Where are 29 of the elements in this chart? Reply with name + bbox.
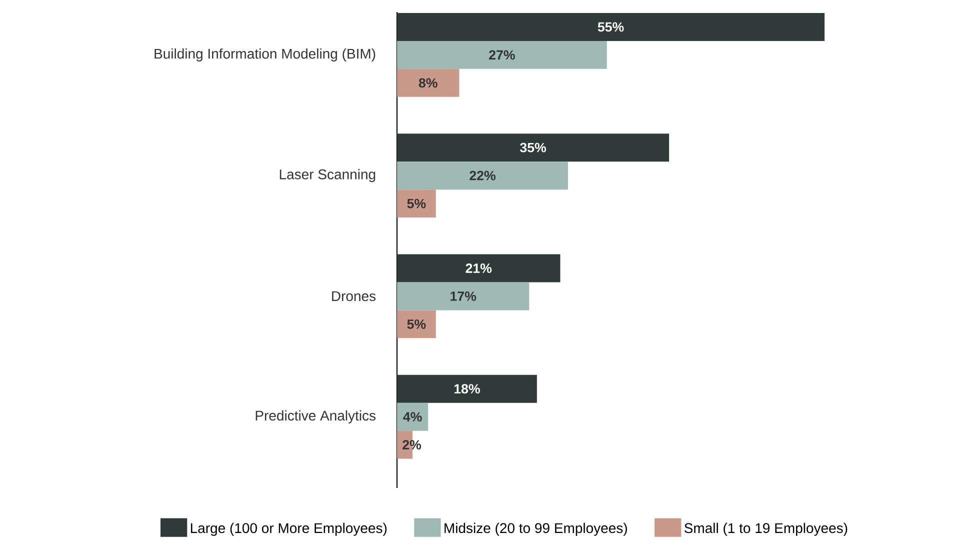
legend-label: Large (100 or More Employees): [190, 522, 387, 536]
bar: [397, 254, 560, 282]
data-label: 55%: [598, 22, 624, 32]
data-label: 22%: [470, 170, 496, 180]
bar: [397, 12, 825, 41]
bar: [397, 162, 568, 190]
bar: [397, 310, 436, 338]
data-label: 21%: [466, 264, 492, 273]
data-label: 27%: [489, 50, 515, 60]
y-tick-label: Predictive Analytics: [256, 410, 376, 424]
legend-label: Small (1 to 19 Employees): [684, 522, 848, 536]
data-label: 35%: [520, 142, 546, 152]
y-tick-label: Drones: [332, 291, 376, 302]
y-tick-label: Building Information Modeling (BIM): [154, 48, 376, 62]
bar: [397, 374, 537, 403]
legend-label: Midsize (20 to 99 Employees): [444, 522, 627, 536]
data-label: 5%: [407, 319, 426, 329]
bar: [397, 190, 436, 218]
data-label: 5%: [407, 198, 426, 208]
data-label: 18%: [454, 384, 480, 394]
bar: [397, 134, 670, 162]
data-label: 17%: [450, 292, 476, 301]
data-label: 8%: [418, 78, 438, 88]
bar: [397, 282, 530, 310]
bar: [397, 402, 428, 431]
data-label: 4%: [403, 412, 422, 422]
bar: [397, 40, 607, 69]
bar: [397, 68, 460, 97]
y-tick-label: Laser Scanning: [280, 169, 376, 182]
